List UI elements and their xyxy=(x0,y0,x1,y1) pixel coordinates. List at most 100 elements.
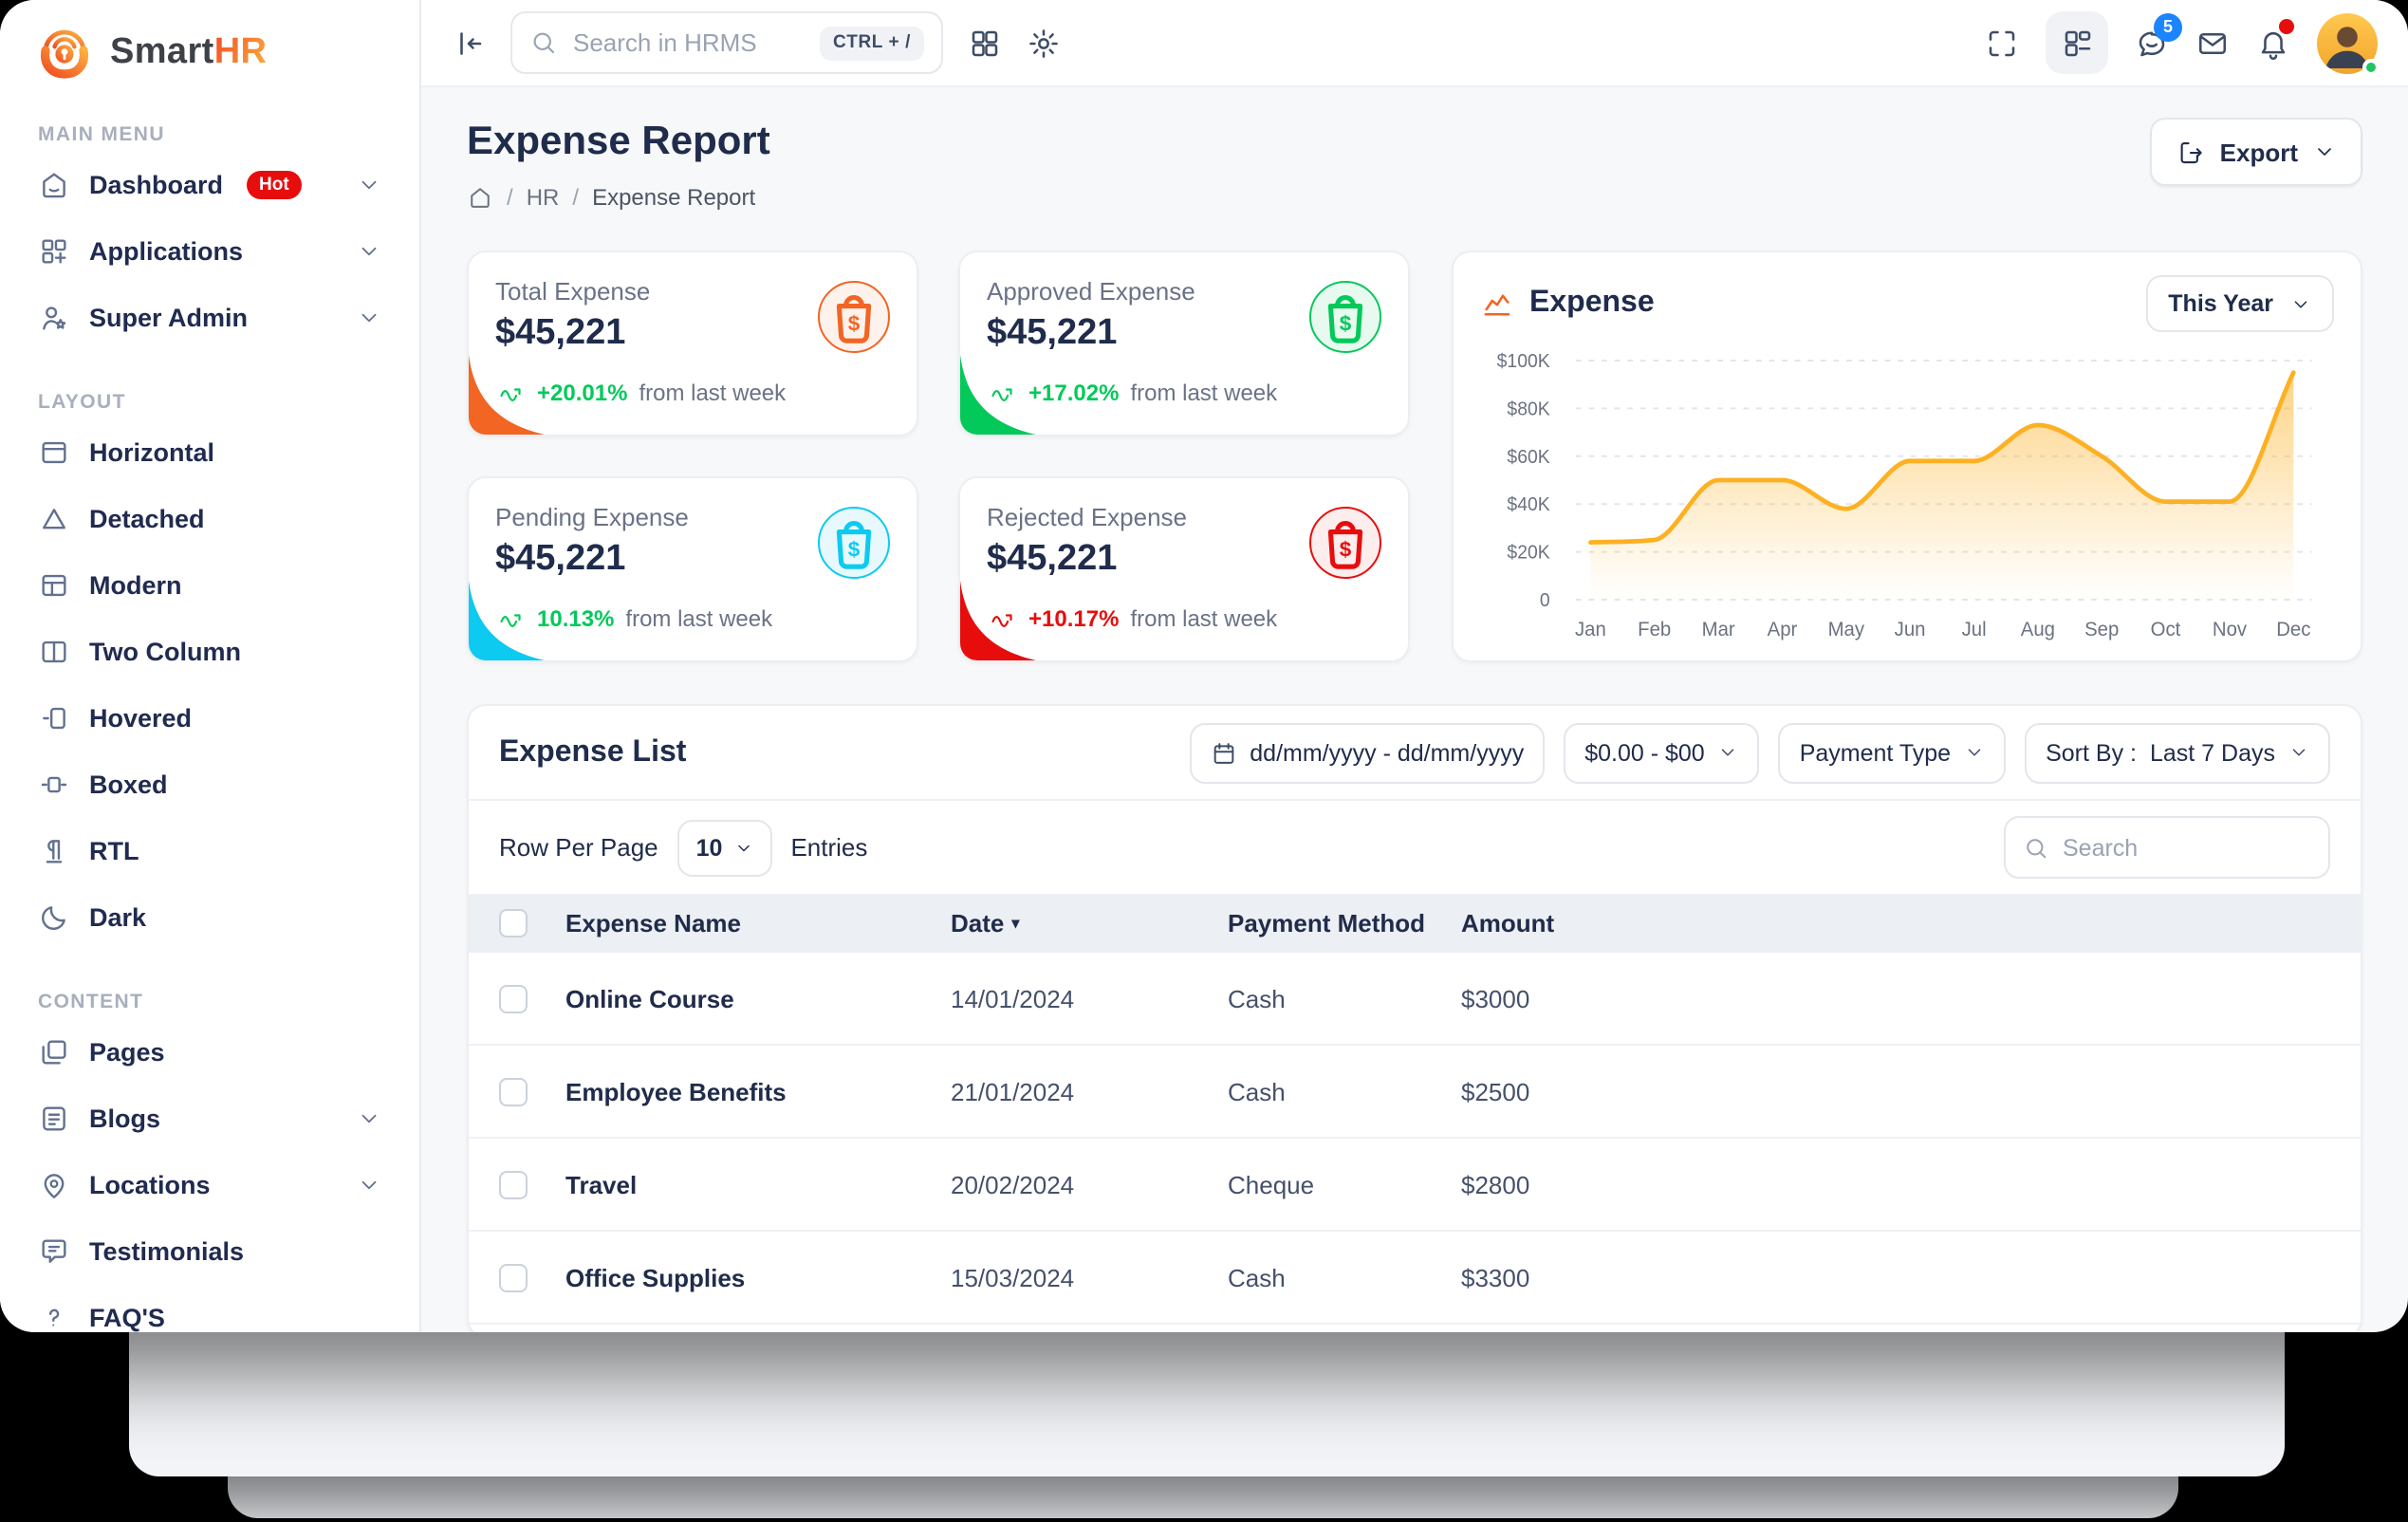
search-icon xyxy=(2023,834,2049,861)
notifications-button[interactable] xyxy=(2256,18,2294,60)
payment-type-select[interactable]: Payment Type xyxy=(1778,722,2007,783)
mail-icon[interactable] xyxy=(2195,26,2230,60)
page-content: Expense Report / HR / Expense Report Exp… xyxy=(421,87,2408,1332)
settings-gear-icon[interactable] xyxy=(1027,26,1061,60)
breadcrumb-hr[interactable]: HR xyxy=(526,183,560,210)
chevron-down-icon xyxy=(357,173,381,197)
chevron-down-icon xyxy=(2288,742,2309,763)
sidebar-item-faqs[interactable]: FAQ'S xyxy=(27,1285,393,1332)
entries-label: Entries xyxy=(790,833,868,862)
chevron-down-icon xyxy=(2313,140,2336,163)
date-range-input[interactable]: dd/mm/yyyy - dd/mm/yyyy xyxy=(1189,722,1546,783)
chevron-down-icon xyxy=(1964,742,1985,763)
breadcrumb-current: Expense Report xyxy=(592,183,756,210)
applications-icon xyxy=(38,235,70,268)
sidebar-item-horizontal[interactable]: Horizontal xyxy=(27,419,393,486)
expense-list-title: Expense List xyxy=(499,735,687,768)
sort-by-select[interactable]: Sort By : Last 7 Days xyxy=(2025,722,2330,783)
sidebar-item-super-admin[interactable]: Super Admin xyxy=(27,285,393,351)
stat-card-total-expense: Total Expense $45,221 +20.01% from last … xyxy=(467,251,918,436)
date-sort-header[interactable]: Date ▾ xyxy=(951,909,1020,937)
chart-range-select[interactable]: This Year xyxy=(2145,275,2334,332)
svg-text:$: $ xyxy=(848,311,861,335)
table-header: Expense Name Date ▾ Payment Method Amoun… xyxy=(469,894,2361,953)
stat-percent: +20.01% xyxy=(537,380,628,406)
section-label-layout: LAYOUT xyxy=(38,391,126,414)
table-search-input[interactable]: Search xyxy=(2004,816,2330,879)
smarthr-logo-icon xyxy=(34,23,95,84)
stat-card-approved-expense: Approved Expense $45,221 +17.02% from la… xyxy=(958,251,1410,436)
sidebar-collapse-icon[interactable] xyxy=(452,26,486,60)
keyboard-shortcut-badge: CTRL + / xyxy=(819,26,924,60)
expense-bag-icon: $ xyxy=(818,507,890,579)
sidebar-item-boxed[interactable]: Boxed xyxy=(27,752,393,818)
table-row: Employee Benefits 21/01/2024 Cash $2500 xyxy=(469,1046,2361,1139)
svg-text:Jun: Jun xyxy=(1895,619,1926,640)
sidebar-item-hovered[interactable]: Hovered xyxy=(27,685,393,752)
table-row: Travel 20/02/2024 Cheque $2800 xyxy=(469,1139,2361,1232)
apps-grid-icon[interactable] xyxy=(968,26,1002,60)
avatar-photo xyxy=(2317,12,2378,73)
calendar-icon xyxy=(1210,739,1236,766)
trend-down-icon xyxy=(987,607,1017,630)
expense-bag-icon: $ xyxy=(1309,507,1381,579)
moon-icon xyxy=(38,901,70,934)
notification-dot xyxy=(2279,18,2294,33)
stat-card-rejected-expense: Rejected Expense $45,221 +10.17% from la… xyxy=(958,476,1410,662)
layout-board-button[interactable] xyxy=(2046,11,2108,74)
svg-text:$80K: $80K xyxy=(1507,399,1549,419)
row-per-page-select[interactable]: 10 xyxy=(676,819,772,876)
section-label-content: CONTENT xyxy=(38,991,144,1013)
sidebar-item-dark[interactable]: Dark xyxy=(27,884,393,951)
sidebar-item-applications[interactable]: Applications xyxy=(27,218,393,285)
svg-text:$20K: $20K xyxy=(1507,542,1549,563)
expense-chart-card: Expense This Year 0 $20K $40K $60K $80K $100K… xyxy=(1452,251,2362,662)
bell-icon xyxy=(2256,26,2290,60)
amount-range-select[interactable]: $0.00 - $00 xyxy=(1564,722,1760,783)
stat-value: $45,221 xyxy=(987,313,1118,353)
row-per-page-label: Row Per Page xyxy=(499,833,658,862)
chevron-down-icon xyxy=(357,1173,381,1197)
row-checkbox[interactable] xyxy=(499,1077,528,1105)
sidebar-item-modern[interactable]: Modern xyxy=(27,552,393,619)
topbar: Search in HRMS CTRL + / 5 xyxy=(421,0,2408,87)
user-avatar[interactable] xyxy=(2317,12,2380,75)
detached-layout-icon xyxy=(38,503,70,535)
dashboard-icon xyxy=(38,169,70,201)
chevron-down-icon xyxy=(1718,742,1739,763)
select-all-checkbox[interactable] xyxy=(499,909,528,937)
fullscreen-icon[interactable] xyxy=(1985,26,2019,60)
sidebar-item-blogs[interactable]: Blogs xyxy=(27,1086,393,1152)
sidebar: SmartHR MAIN MENU Dashboard Hot Applicat… xyxy=(0,0,421,1332)
brand-logo[interactable]: SmartHR xyxy=(0,0,419,106)
search-icon xyxy=(529,28,558,57)
svg-text:Sep: Sep xyxy=(2084,619,2119,640)
svg-text:$: $ xyxy=(848,537,861,561)
sidebar-item-pages[interactable]: Pages xyxy=(27,1019,393,1086)
stat-cards-grid: Total Expense $45,221 +20.01% from last … xyxy=(467,251,1410,662)
global-search-input[interactable]: Search in HRMS CTRL + / xyxy=(510,11,943,74)
sidebar-item-rtl[interactable]: RTL xyxy=(27,818,393,884)
table-row: Online Course 14/01/2024 Cash $3000 xyxy=(469,953,2361,1046)
row-checkbox[interactable] xyxy=(499,1170,528,1198)
trend-up-icon xyxy=(495,381,526,404)
home-icon[interactable] xyxy=(467,183,493,210)
sidebar-item-two-column[interactable]: Two Column xyxy=(27,619,393,685)
expense-bag-icon: $ xyxy=(1309,281,1381,353)
row-checkbox[interactable] xyxy=(499,984,528,1012)
horizontal-layout-icon xyxy=(38,436,70,469)
sidebar-item-locations[interactable]: Locations xyxy=(27,1152,393,1218)
svg-text:Jan: Jan xyxy=(1575,619,1606,640)
chat-button[interactable]: 5 xyxy=(2135,12,2182,60)
svg-text:$: $ xyxy=(1340,537,1352,561)
svg-text:$40K: $40K xyxy=(1507,494,1549,515)
sidebar-item-testimonials[interactable]: Testimonials xyxy=(27,1218,393,1285)
export-button[interactable]: Export xyxy=(2149,118,2362,186)
expense-area-chart: 0 $20K $40K $60K $80K $100K Jan Feb Mar Apr May Jun… xyxy=(1497,351,2312,640)
trend-up-icon xyxy=(495,607,526,630)
sidebar-item-dashboard[interactable]: Dashboard Hot xyxy=(27,152,393,218)
row-checkbox[interactable] xyxy=(499,1263,528,1291)
svg-text:$100K: $100K xyxy=(1497,351,1550,372)
page-title: Expense Report xyxy=(467,120,770,163)
sidebar-item-detached[interactable]: Detached xyxy=(27,486,393,552)
